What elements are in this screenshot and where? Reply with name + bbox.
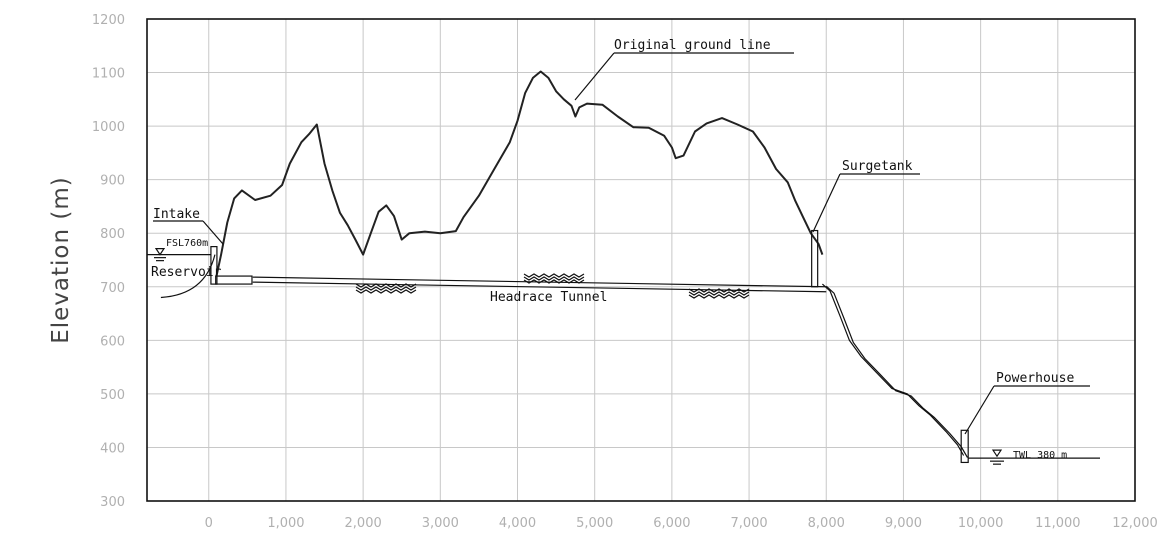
y-tick-label: 800	[100, 227, 125, 242]
ground-line-label: Original ground line	[614, 38, 771, 53]
intake-conduit	[215, 275, 253, 285]
y-tick-label: 700	[100, 281, 125, 296]
y-tick-label: 1200	[92, 13, 125, 28]
x-tick-label: 2,000	[345, 516, 382, 531]
penstock-line-outer	[825, 285, 969, 458]
grid	[147, 19, 1135, 501]
x-tick-label: 9,000	[885, 516, 922, 531]
x-tick-label: 1,000	[267, 516, 304, 531]
original-ground-line	[215, 70, 824, 277]
surgetank-leader	[812, 173, 841, 233]
y-tick-label: 1000	[92, 120, 125, 135]
y-tick-label: 600	[100, 334, 125, 349]
reservoir-bank	[160, 254, 216, 299]
x-tick-label: 3,000	[422, 516, 459, 531]
rock-hatch-icon	[523, 273, 585, 284]
headrace-label: Headrace Tunnel	[490, 290, 607, 305]
surgetank-label: Surgetank	[842, 159, 913, 174]
x-tick-label: 8,000	[808, 516, 845, 531]
fsl-triangle-icon	[154, 248, 166, 256]
rock-hatch-icon	[355, 283, 417, 294]
x-tick-label: 12,000	[1112, 516, 1158, 531]
twl-triangle-icon	[991, 449, 1003, 458]
features	[147, 70, 1100, 465]
powerhouse-label: Powerhouse	[996, 371, 1074, 386]
intake-leader	[202, 220, 224, 245]
x-tick-label: 7,000	[730, 516, 767, 531]
y-tick-label: 1100	[92, 67, 125, 82]
powerhouse-structure	[960, 429, 969, 464]
rock-hatch-icon	[688, 288, 750, 299]
y-tick-label: 500	[100, 388, 125, 403]
y-tick-label: 400	[100, 441, 125, 456]
twl-label: TWL 380 m	[1013, 450, 1067, 461]
headrace-tunnel-top	[252, 276, 827, 288]
x-tick-label: 6,000	[653, 516, 690, 531]
fsl-label: FSL760m	[166, 238, 208, 249]
powerhouse-leader	[964, 385, 995, 435]
x-tick-label: 4,000	[499, 516, 536, 531]
y-tick-label: 300	[100, 495, 125, 510]
y-axis-title: Elevation (m)	[48, 176, 74, 344]
penstock-line	[821, 283, 965, 456]
surgetank-shaft	[811, 229, 819, 288]
plot-frame	[146, 18, 1136, 502]
reservoir-label: Reservoir	[151, 265, 222, 280]
y-tick-label: 900	[100, 174, 125, 189]
tick-labels: 0 1,000 2,000 3,000 4,000 5,000 6,000 7,000 8,00…	[92, 13, 1158, 531]
x-tick-label: 10,000	[958, 516, 1004, 531]
ground-line-leader	[574, 52, 615, 101]
x-tick-label: 0	[205, 516, 213, 531]
x-tick-label: 5,000	[576, 516, 613, 531]
intake-label: Intake	[153, 207, 200, 222]
x-tick-label: 11,000	[1035, 516, 1081, 531]
